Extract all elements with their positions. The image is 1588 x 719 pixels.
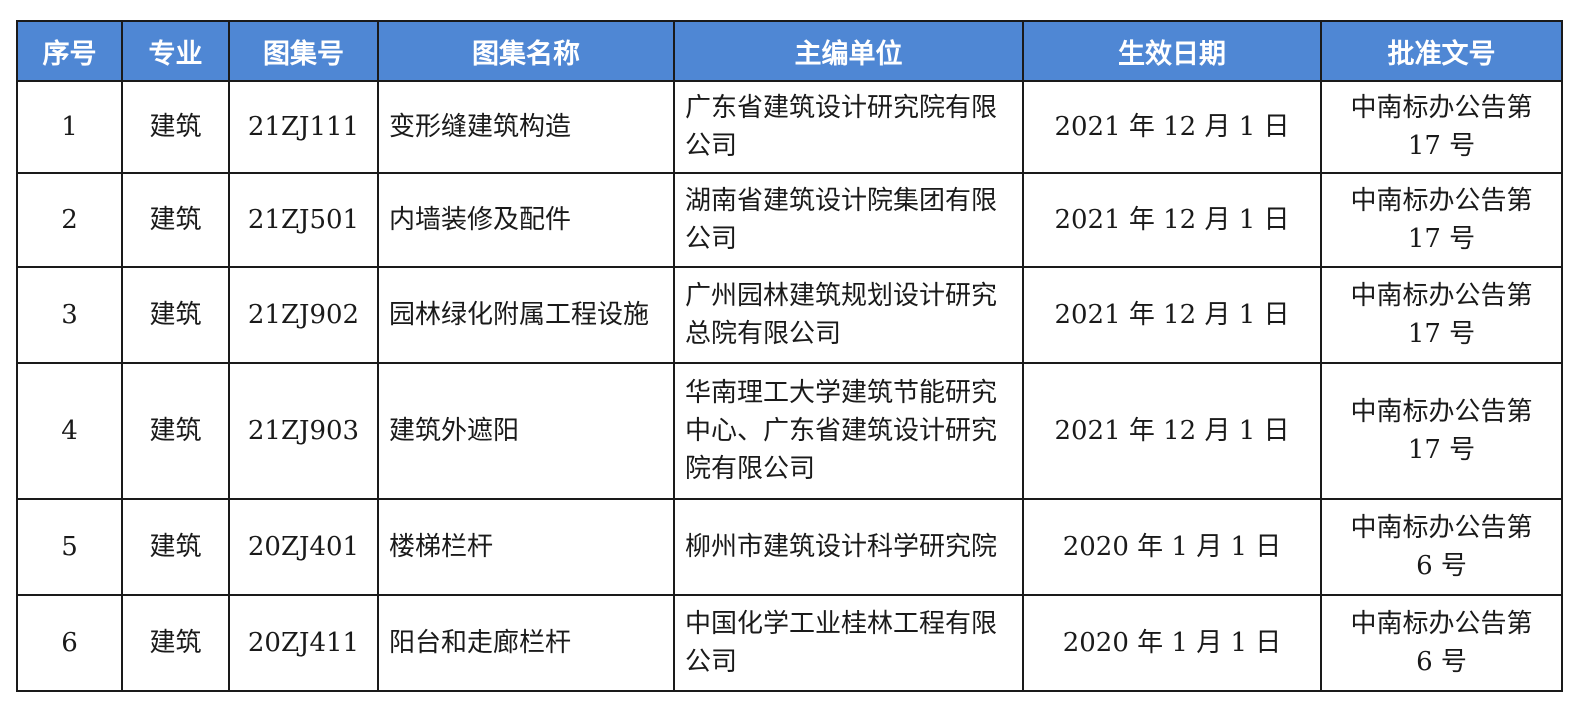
cell-major: 建筑 (121, 594, 230, 692)
cell-date: 2021 年 12 月 1 日 (1022, 362, 1322, 500)
cell-date: 2020 年 1 月 1 日 (1022, 594, 1322, 692)
cell-major: 建筑 (121, 498, 230, 596)
cell-code: 21ZJ501 (228, 172, 379, 268)
table-row: 2 建筑 21ZJ501 内墙装修及配件 湖南省建筑设计院集团有限公司 2021 年 12… (16, 172, 1563, 268)
cell-name: 内墙装修及配件 (377, 172, 675, 268)
col-header-unit: 主编单位 (673, 20, 1024, 82)
col-header-code: 图集号 (228, 20, 379, 82)
cell-date: 2021 年 12 月 1 日 (1022, 266, 1322, 364)
col-header-no: 序号 (16, 20, 123, 82)
cell-name: 建筑外遮阳 (377, 362, 675, 500)
col-header-name: 图集名称 (377, 20, 675, 82)
cell-code: 21ZJ903 (228, 362, 379, 500)
cell-unit: 广东省建筑设计研究院有限公司 (673, 80, 1024, 174)
cell-unit: 中国化学工业桂林工程有限公司 (673, 594, 1024, 692)
cell-approval: 中南标办公告第 6 号 (1320, 594, 1563, 692)
cell-code: 21ZJ902 (228, 266, 379, 364)
cell-name: 变形缝建筑构造 (377, 80, 675, 174)
cell-code: 20ZJ411 (228, 594, 379, 692)
cell-approval: 中南标办公告第 6 号 (1320, 498, 1563, 596)
cell-no: 3 (16, 266, 123, 364)
cell-name: 园林绿化附属工程设施 (377, 266, 675, 364)
cell-approval: 中南标办公告第 17 号 (1320, 362, 1563, 500)
col-header-major: 专业 (121, 20, 230, 82)
table-row: 5 建筑 20ZJ401 楼梯栏杆 柳州市建筑设计科学研究院 2020 年 1 月 1 日… (16, 498, 1563, 596)
cell-date: 2020 年 1 月 1 日 (1022, 498, 1322, 596)
table-row: 4 建筑 21ZJ903 建筑外遮阳 华南理工大学建筑节能研究中心、广东省建筑设计研究院… (16, 362, 1563, 500)
cell-unit: 华南理工大学建筑节能研究中心、广东省建筑设计研究院有限公司 (673, 362, 1024, 500)
cell-major: 建筑 (121, 172, 230, 268)
table-row: 3 建筑 21ZJ902 园林绿化附属工程设施 广州园林建筑规划设计研究总院有限公司 20… (16, 266, 1563, 364)
col-header-approval: 批准文号 (1320, 20, 1563, 82)
cell-no: 2 (16, 172, 123, 268)
table-row: 6 建筑 20ZJ411 阳台和走廊栏杆 中国化学工业桂林工程有限公司 2020 年 1 … (16, 594, 1563, 692)
cell-approval: 中南标办公告第 17 号 (1320, 266, 1563, 364)
cell-name: 楼梯栏杆 (377, 498, 675, 596)
cell-major: 建筑 (121, 80, 230, 174)
cell-no: 6 (16, 594, 123, 692)
cell-major: 建筑 (121, 362, 230, 500)
table-row: 1 建筑 21ZJ111 变形缝建筑构造 广东省建筑设计研究院有限公司 2021 年 12… (16, 80, 1563, 174)
atlas-table: 序号 专业 图集号 图集名称 主编单位 生效日期 批准文号 1 建筑 21ZJ111… (16, 20, 1563, 692)
cell-major: 建筑 (121, 266, 230, 364)
cell-date: 2021 年 12 月 1 日 (1022, 172, 1322, 268)
col-header-date: 生效日期 (1022, 20, 1322, 82)
cell-date: 2021 年 12 月 1 日 (1022, 80, 1322, 174)
cell-no: 1 (16, 80, 123, 174)
cell-unit: 广州园林建筑规划设计研究总院有限公司 (673, 266, 1024, 364)
cell-approval: 中南标办公告第 17 号 (1320, 172, 1563, 268)
cell-no: 4 (16, 362, 123, 500)
cell-unit: 湖南省建筑设计院集团有限公司 (673, 172, 1024, 268)
cell-code: 21ZJ111 (228, 80, 379, 174)
cell-approval: 中南标办公告第 17 号 (1320, 80, 1563, 174)
cell-code: 20ZJ401 (228, 498, 379, 596)
cell-unit: 柳州市建筑设计科学研究院 (673, 498, 1024, 596)
cell-no: 5 (16, 498, 123, 596)
cell-name: 阳台和走廊栏杆 (377, 594, 675, 692)
header-row: 序号 专业 图集号 图集名称 主编单位 生效日期 批准文号 (16, 20, 1563, 82)
